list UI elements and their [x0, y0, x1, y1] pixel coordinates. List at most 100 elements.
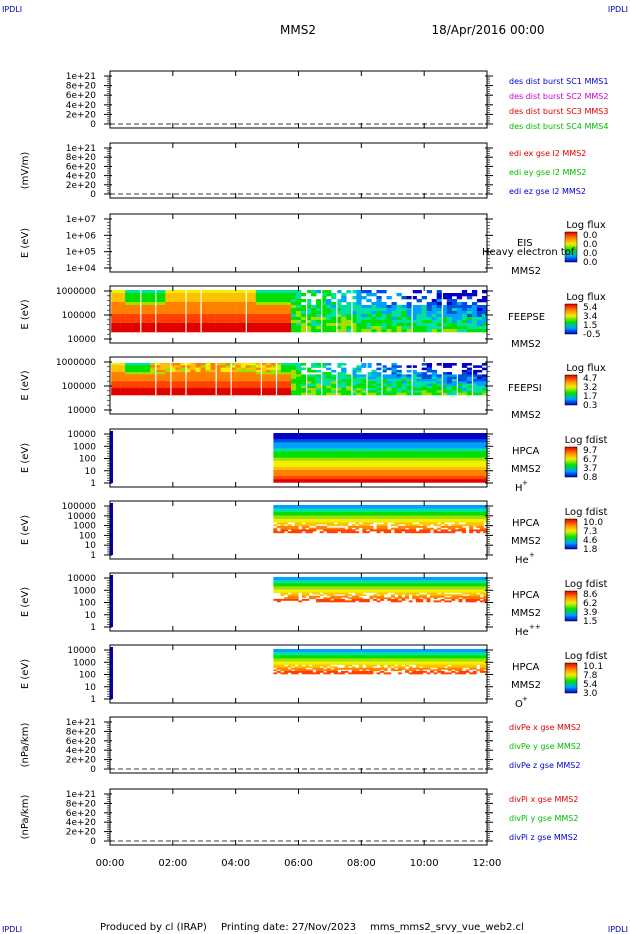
spectrogram-cell	[455, 466, 459, 471]
spectrogram-cell	[416, 311, 422, 315]
spectrogram-cell	[185, 317, 191, 321]
spectrogram-cell	[235, 388, 241, 391]
spectrogram-cell	[294, 584, 299, 587]
spectrogram-cell	[440, 473, 445, 477]
spectrogram-cell	[250, 388, 256, 391]
spectrogram-cell	[333, 505, 338, 507]
spectrogram-cell	[476, 381, 483, 384]
spectrogram-cell	[215, 290, 221, 294]
spectrogram-cell	[311, 390, 317, 393]
spectrogram-cell	[291, 476, 296, 480]
spectrogram-cell	[405, 448, 409, 452]
spectrogram-cell	[130, 388, 136, 391]
spectrogram-cell	[437, 519, 442, 521]
spectrogram-cell	[301, 519, 306, 521]
spectrogram-cell	[398, 587, 402, 590]
spectrogram-cell	[351, 520, 356, 523]
spectrogram-cell	[405, 513, 409, 516]
spectrogram-cell	[411, 392, 417, 396]
spectrogram-cell	[351, 583, 356, 586]
spectrogram-cell	[230, 374, 236, 377]
spectrogram-cell	[401, 479, 406, 483]
spectrogram-cell	[265, 320, 272, 324]
spectrogram-cell	[433, 463, 438, 468]
spectrogram-cell	[284, 580, 288, 582]
spectrogram-cell	[412, 510, 417, 513]
spectrogram-cell	[120, 290, 126, 294]
spectrogram-cell	[419, 508, 424, 511]
spectrogram-cell	[301, 317, 307, 321]
spectrogram-cell	[483, 512, 488, 514]
spectrogram-cell	[298, 600, 303, 603]
spectrogram-cell	[362, 524, 367, 527]
spectrogram-cell	[394, 531, 399, 534]
spectrogram-cell	[440, 508, 445, 511]
spectrogram-cell	[461, 293, 468, 297]
spectrogram-cell	[387, 457, 392, 462]
spectrogram-cell	[446, 374, 453, 377]
spectrogram-cell	[451, 460, 456, 465]
panel-frame	[109, 213, 488, 273]
spectrogram-cell	[125, 317, 131, 321]
spectrogram-cell	[145, 323, 151, 327]
spectrogram-cell	[401, 376, 407, 380]
spectrogram-cell	[316, 508, 320, 511]
spectrogram-cell	[311, 369, 317, 373]
spectrogram-cell	[301, 505, 306, 507]
spectrogram-cell	[456, 317, 463, 321]
spectrogram-cell	[422, 584, 427, 587]
spectrogram-cell	[441, 329, 448, 333]
spectrogram-cell	[120, 390, 126, 393]
spectrogram-cell	[451, 439, 456, 443]
spectrogram-cell	[115, 299, 121, 303]
spectrogram-cell	[195, 390, 201, 393]
spectrogram-cell	[444, 594, 449, 597]
spectrogram-cell	[326, 436, 331, 440]
spectrogram-cell	[380, 584, 385, 587]
spectrogram-cell	[326, 598, 331, 601]
spectrogram-cell	[369, 466, 374, 471]
spectrogram-cell	[466, 369, 473, 373]
spectrogram-cell	[351, 320, 357, 324]
spectrogram-cell	[412, 473, 417, 477]
colorbar-value: 1.7	[583, 392, 597, 402]
spectrogram-cell	[422, 476, 427, 480]
spectrogram-cell	[291, 525, 296, 528]
spectrogram-cell	[321, 392, 327, 396]
spectrogram-cell	[380, 583, 385, 586]
spectrogram-cell	[405, 476, 409, 480]
spectrogram-cell	[391, 379, 397, 382]
spectrogram-cell	[401, 320, 407, 324]
spectrogram-cell	[472, 522, 477, 525]
spectrogram-cell	[270, 388, 277, 391]
spectrogram-cell	[135, 392, 141, 396]
spectrogram-cell	[444, 512, 449, 514]
spectrogram-cell	[185, 323, 191, 327]
spectrogram-cell	[373, 578, 377, 581]
spectrogram-cell	[298, 476, 303, 480]
spectrogram-cell	[245, 326, 251, 330]
spectrogram-cell	[415, 577, 420, 579]
spectrogram-cell	[366, 305, 372, 309]
spectrogram-cell	[195, 392, 201, 396]
spectrogram-cell	[466, 367, 473, 371]
spectrogram-cell	[380, 594, 385, 597]
spectrogram-cell	[381, 381, 387, 384]
spectrogram-cell	[294, 508, 299, 511]
spectrogram-cell	[440, 591, 445, 593]
spectrogram-cell	[362, 451, 367, 455]
spectrogram-cell	[371, 379, 377, 382]
spectrogram-cell	[298, 439, 303, 443]
spectrogram-cell	[306, 311, 312, 315]
spectrogram-cell	[356, 388, 362, 391]
spectrogram-cell	[465, 451, 470, 455]
spectrogram-cell	[195, 302, 201, 306]
spectrogram-cell	[471, 369, 478, 373]
spectrogram-cell	[437, 524, 442, 527]
spectrogram-cell	[376, 463, 381, 468]
spectrogram-cell	[155, 376, 161, 380]
spectrogram-cell	[312, 581, 317, 584]
spectrogram-cell	[312, 439, 317, 443]
spectrogram-cell	[431, 308, 437, 312]
spectrogram-cell	[220, 376, 226, 380]
